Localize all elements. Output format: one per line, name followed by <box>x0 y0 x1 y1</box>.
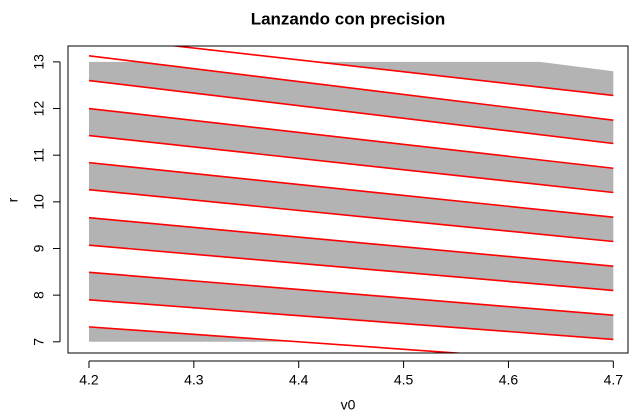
red-line <box>88 107 614 170</box>
y-tick-label: 12 <box>31 101 47 117</box>
shaded-region <box>88 61 614 144</box>
x-tick-label: 4.7 <box>604 372 624 388</box>
red-line <box>88 299 614 341</box>
y-tick-label: 9 <box>31 244 47 252</box>
red-line <box>88 271 614 317</box>
red-line <box>88 134 614 194</box>
red-line <box>88 326 468 353</box>
shaded-region <box>88 162 614 242</box>
red-line <box>88 188 614 243</box>
y-tick-label: 13 <box>31 54 47 70</box>
x-tick-label: 4.3 <box>184 372 204 388</box>
x-tick-label: 4.2 <box>79 372 99 388</box>
plot-border <box>67 45 629 354</box>
y-tick-label: 8 <box>31 291 47 299</box>
y-tick-label: 11 <box>31 148 47 163</box>
chart-title: Lanzando con precision <box>251 9 446 28</box>
x-tick-label: 4.6 <box>499 372 519 388</box>
red-line <box>88 79 614 145</box>
x-tick-label: 4.4 <box>289 372 309 388</box>
shaded-region <box>88 272 614 340</box>
red-line <box>88 244 614 292</box>
y-tick-label: 10 <box>31 194 47 210</box>
x-axis-label: v0 <box>341 397 356 413</box>
y-axis-label: r <box>5 197 21 202</box>
red-line <box>88 55 614 121</box>
plot-area <box>88 46 614 353</box>
shaded-region <box>88 108 614 193</box>
red-line <box>88 161 614 219</box>
shaded-region <box>88 217 614 291</box>
x-tick-label: 4.5 <box>394 372 414 388</box>
y-tick-label: 7 <box>31 338 47 346</box>
red-line <box>88 216 614 268</box>
